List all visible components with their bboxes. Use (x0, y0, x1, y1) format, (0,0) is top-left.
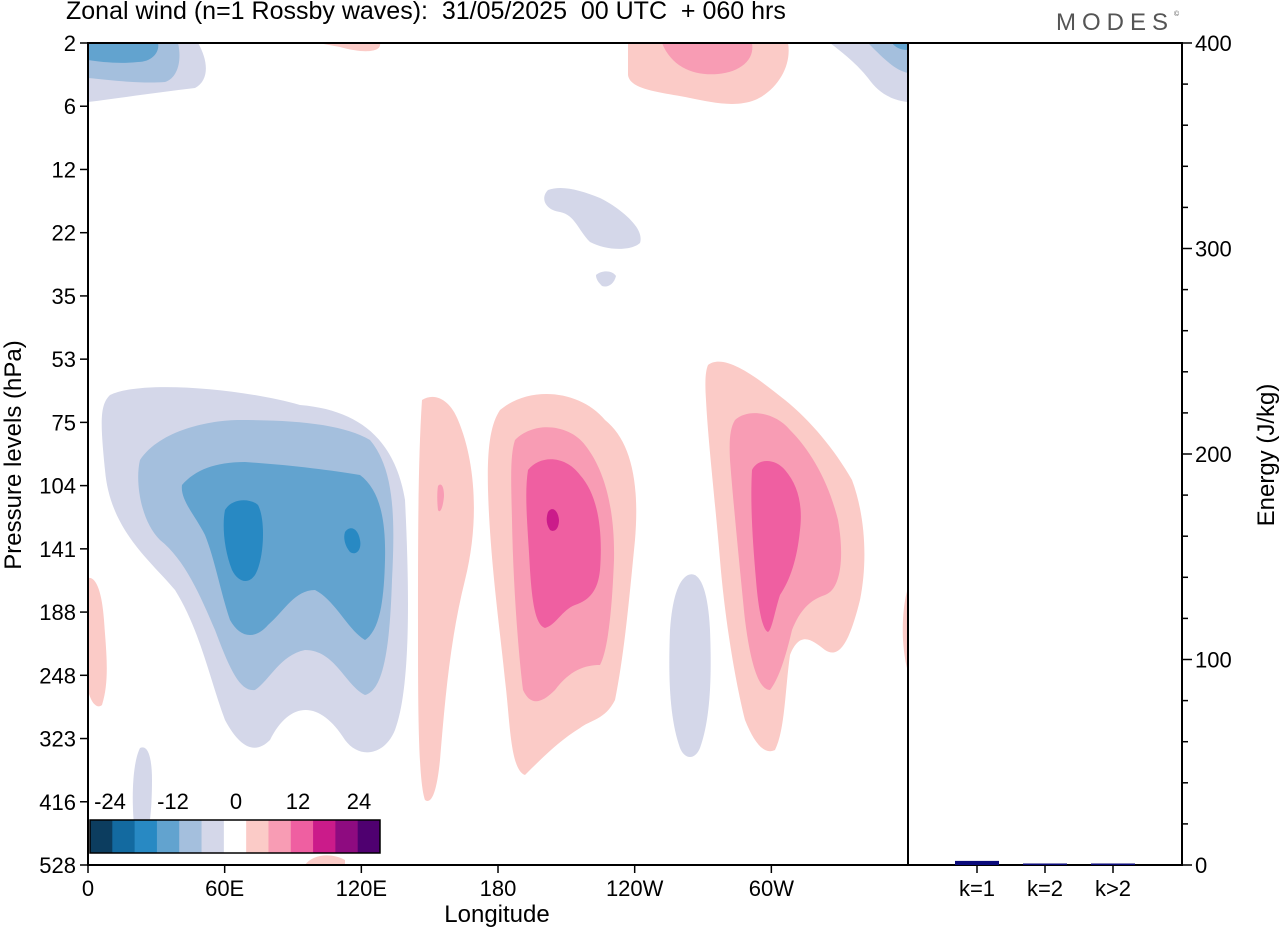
contour-pos-col-l1 (418, 396, 474, 801)
colorbar (89, 819, 381, 854)
colorbar-frame (89, 819, 381, 854)
contour-neg-topright-l3 (892, 43, 908, 50)
y-tick-label: 104 (39, 474, 76, 499)
bar-category-label: k=2 (1027, 876, 1063, 901)
contour-pos-a-l3 (526, 459, 601, 628)
colorbar-label: 0 (230, 789, 242, 814)
chart-title: Zonal wind (n=1 Rossby waves): 31/05/202… (66, 0, 786, 25)
colorbar-labels: -24 -12 0 12 24 (94, 789, 371, 814)
energy-tick-label: 300 (1195, 237, 1232, 262)
energy-bar (1023, 863, 1067, 865)
energy-tick-label: 0 (1195, 853, 1207, 878)
colorbar-swatch (156, 820, 180, 853)
barchart-frame (907, 42, 1183, 866)
bar-category-label: k>2 (1095, 876, 1131, 901)
longitude-axis: 0 60E 120E 180 120W 60W (82, 865, 794, 901)
energy-tick-label: 100 (1195, 648, 1232, 673)
heatmap-contours (88, 43, 908, 865)
energy-bar (955, 860, 999, 865)
energy-tick-label: 400 (1195, 31, 1232, 56)
contour-pos-a-l4 (546, 509, 559, 531)
contour-neg-col (669, 574, 711, 757)
x-tick-label: 120W (606, 876, 664, 901)
contour-pos-top-l2 (662, 43, 753, 75)
contour-neg-main-l4b (344, 528, 361, 554)
colorbar-swatch (357, 820, 381, 853)
x-tick-label: 120E (336, 876, 387, 901)
energy-axis-label: Energy (J/kg) (1253, 384, 1280, 527)
colorbar-swatch (179, 820, 202, 853)
colorbar-label: 24 (347, 789, 371, 814)
modes-logo: MODES© (1056, 9, 1180, 36)
colorbar-swatch (335, 820, 359, 853)
colorbar-swatch (290, 820, 314, 853)
pressure-axis: 2 6 12 22 35 53 75 104 141 188 248 323 416 528 (39, 31, 88, 878)
y-tick-label: 6 (64, 94, 76, 119)
colorbar-label: -24 (94, 789, 126, 814)
contour-pos-b-l3 (751, 461, 801, 632)
y-tick-label: 12 (52, 157, 76, 182)
x-tick-label: 180 (480, 876, 517, 901)
y-axis-label: Pressure levels (hPa) (0, 340, 27, 569)
colorbar-swatch (90, 820, 113, 853)
y-tick-label: 2 (64, 31, 76, 56)
y-tick-label: 53 (52, 347, 76, 372)
energy-tick-label: 200 (1195, 442, 1232, 467)
y-tick-label: 248 (39, 663, 76, 688)
y-tick-label: 323 (39, 727, 76, 752)
contour-neg-topleft-l3 (88, 43, 159, 63)
colorbar-swatch (246, 820, 269, 853)
x-tick-label: 60E (205, 876, 244, 901)
y-tick-label: 22 (52, 221, 76, 246)
x-axis-label: Longitude (444, 901, 549, 928)
y-tick-label: 416 (39, 790, 76, 815)
x-tick-label: 0 (82, 876, 94, 901)
energy-bar (1091, 863, 1135, 865)
colorbar-swatch (313, 820, 336, 853)
bar-categories: k=1 k=2 k>2 (959, 865, 1131, 901)
y-tick-label: 75 (52, 410, 76, 435)
y-tick-label: 528 (39, 853, 76, 878)
colorbar-swatch (268, 820, 292, 853)
colorbar-swatch (223, 820, 247, 853)
contour-neg-main-l4a (223, 500, 264, 582)
contour-pos-bottom (305, 855, 345, 865)
contour-pos-leftedge (88, 577, 107, 707)
contour-neg-strat-2 (596, 271, 616, 287)
contour-pos-topsmall (318, 43, 381, 52)
y-tick-label: 141 (39, 537, 76, 562)
contour-pos-rightedge (902, 588, 908, 672)
energy-bars (955, 860, 1135, 865)
colorbar-swatch (112, 820, 136, 853)
y-tick-label: 188 (39, 600, 76, 625)
colorbar-swatch (134, 820, 158, 853)
contour-neg-strat-1 (544, 187, 641, 249)
contour-pos-col-l2 (437, 484, 444, 512)
x-tick-label: 60W (749, 876, 794, 901)
colorbar-swatch (201, 820, 225, 853)
energy-axis: 0 100 200 300 400 (1182, 31, 1232, 878)
bar-category-label: k=1 (959, 876, 995, 901)
y-tick-label: 35 (52, 284, 76, 309)
colorbar-label: 12 (286, 789, 310, 814)
colorbar-label: -12 (157, 789, 189, 814)
contour-neg-topright-l2 (868, 43, 908, 73)
